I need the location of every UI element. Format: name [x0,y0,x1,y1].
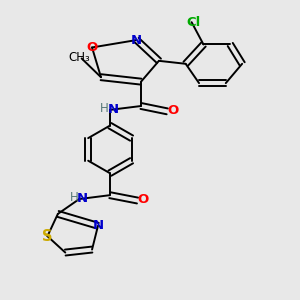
Text: N: N [92,219,104,232]
Text: O: O [86,41,98,54]
Text: N: N [107,103,118,116]
Text: O: O [137,194,148,206]
Text: Cl: Cl [187,16,201,29]
Text: S: S [42,229,53,244]
Text: CH₃: CH₃ [68,51,90,64]
Text: H: H [70,191,78,204]
Text: O: O [167,104,178,117]
Text: H: H [100,102,109,115]
Text: N: N [77,192,88,205]
Text: N: N [131,34,142,46]
